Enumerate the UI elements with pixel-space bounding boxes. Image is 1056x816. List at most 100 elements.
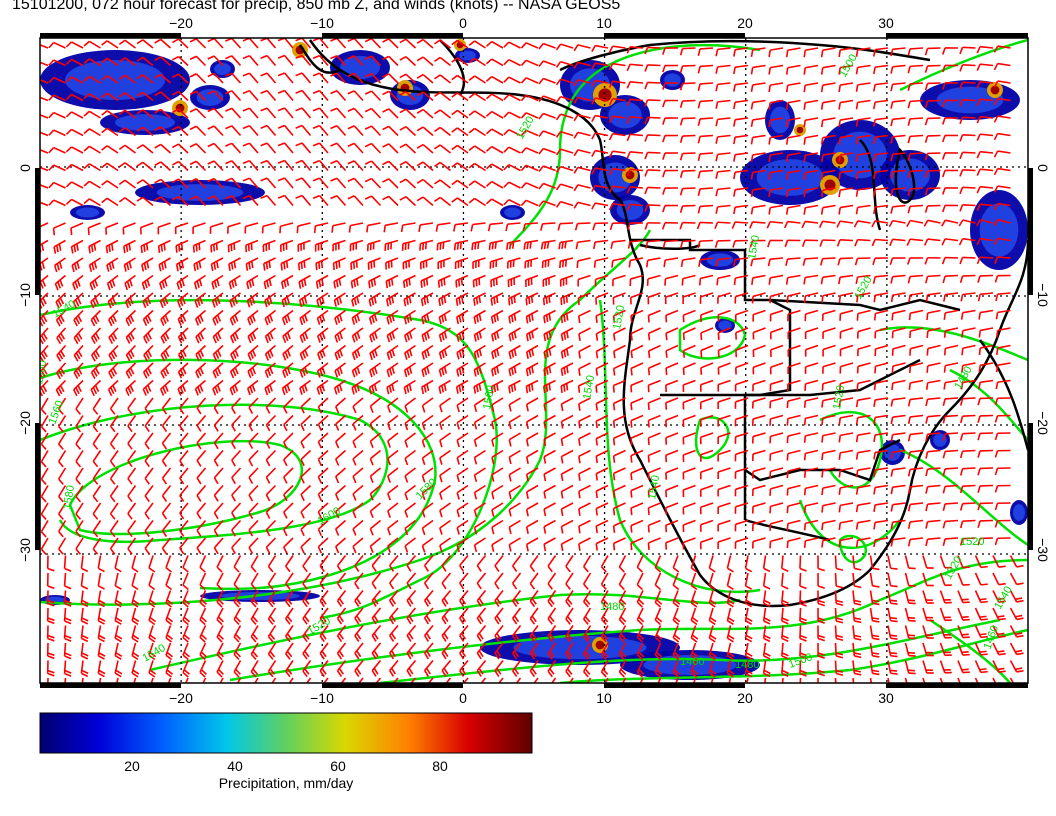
wind-barb-flag (352, 476, 357, 484)
wind-barb (178, 178, 189, 189)
wind-barb-flag (416, 56, 424, 62)
wind-barb (542, 222, 556, 225)
wind-barb-flag (476, 582, 482, 590)
wind-barb-flag (284, 386, 288, 394)
wind-barb (370, 38, 382, 49)
wind-barb (682, 99, 696, 102)
wind-barb (352, 414, 364, 425)
wind-barb-flag (727, 617, 735, 623)
wind-barb (300, 484, 312, 496)
wind-barb-flag (510, 315, 514, 323)
wind-barb-flag (873, 417, 876, 425)
wind-barb-flag (354, 652, 360, 660)
wind-barb-flag (260, 72, 268, 77)
wind-barb (822, 484, 836, 489)
wind-barb-flag (147, 332, 152, 340)
wind-barb-flag (925, 276, 929, 284)
wind-barb-flag (320, 260, 324, 268)
wind-barb-flag (608, 98, 614, 106)
wind-barb-flag (595, 490, 598, 499)
wind-barb-flag (491, 404, 495, 412)
wind-barb (840, 292, 854, 297)
wind-barb (213, 160, 224, 172)
wind-barb-flag (503, 111, 510, 118)
wind-barb-flag (941, 257, 946, 265)
wind-barb-flag (907, 539, 911, 547)
wind-barb-flag (281, 387, 286, 396)
wind-barb-flag (529, 241, 532, 249)
wind-barb-flag (578, 403, 581, 411)
wind-barb (595, 537, 609, 545)
wind-barb (805, 344, 819, 351)
wind-barb-flag (1016, 564, 1024, 568)
wind-barb (735, 362, 749, 369)
wind-barb-flag (319, 333, 324, 341)
wind-barb-flag (573, 61, 579, 69)
wind-barb (910, 344, 924, 350)
wind-barb-flag (943, 294, 946, 302)
wind-barb-flag (388, 297, 392, 306)
wind-barb-flag (799, 617, 807, 622)
wind-barb-flag (356, 314, 361, 322)
wind-barb-flag (303, 278, 307, 286)
wind-barb-flag (942, 170, 946, 178)
wind-barb (974, 625, 982, 638)
wind-barb-flag (873, 295, 876, 303)
wind-barb (406, 572, 417, 584)
wind-barb-flag (750, 49, 754, 57)
wind-barb-flag (976, 133, 981, 141)
wind-barb (248, 195, 259, 207)
wind-barb-flag (299, 318, 304, 326)
wind-barb-flag (31, 96, 35, 101)
wind-barb-flag (177, 318, 182, 326)
wind-barb-flag (644, 169, 649, 177)
wind-barb (613, 327, 626, 335)
wind-barb-flag (267, 670, 274, 678)
wind-barb-flag (682, 350, 686, 358)
wind-barb-flag (127, 513, 133, 520)
wind-barb (997, 327, 1011, 332)
wind-barb (353, 38, 364, 49)
wind-barb-flag (583, 583, 589, 590)
wind-barb-flag (781, 585, 789, 590)
wind-barb-flag (924, 118, 929, 126)
wind-barb-flag (284, 334, 289, 342)
wind-barb-flag (371, 617, 377, 625)
wind-barb-flag (196, 547, 202, 555)
wind-barb-flag (312, 194, 320, 200)
wind-barb (962, 432, 976, 435)
wind-barb-flag (547, 653, 553, 660)
wind-barb-flag (821, 295, 824, 303)
wind-barb (629, 46, 644, 49)
wind-barb (1009, 625, 1018, 638)
wind-barb-flag (907, 188, 911, 196)
wind-barb (647, 292, 661, 299)
wind-barb (302, 555, 312, 567)
wind-barb-flag (555, 43, 562, 51)
wind-barb (909, 414, 924, 418)
wind-barb-flag (40, 281, 44, 289)
wind-barb (526, 432, 539, 441)
wind-barb (53, 76, 66, 84)
wind-barb-flag (58, 261, 63, 269)
wind-barb-flag (319, 582, 325, 590)
wind-barb-flag (212, 353, 218, 361)
wind-barb-flag (77, 315, 83, 323)
wind-barb (266, 160, 277, 172)
wind-barb-flag (573, 114, 579, 122)
wind-barb (124, 92, 136, 102)
wind-barb-flag (961, 365, 964, 373)
wind-barb-flag (491, 474, 495, 482)
wind-barb-flag (374, 366, 378, 374)
wind-barb-flag (382, 178, 390, 183)
wind-barb-flag (508, 456, 512, 465)
precip-peak-core (598, 88, 612, 102)
wind-barb (979, 98, 994, 102)
wind-barb (456, 39, 469, 49)
wind-barb-flag (520, 77, 527, 84)
wind-barb-flag (283, 262, 286, 270)
wind-barb-flag (838, 417, 842, 425)
wind-barb (248, 125, 259, 137)
wind-barb (875, 502, 889, 506)
wind-barb (577, 114, 591, 119)
